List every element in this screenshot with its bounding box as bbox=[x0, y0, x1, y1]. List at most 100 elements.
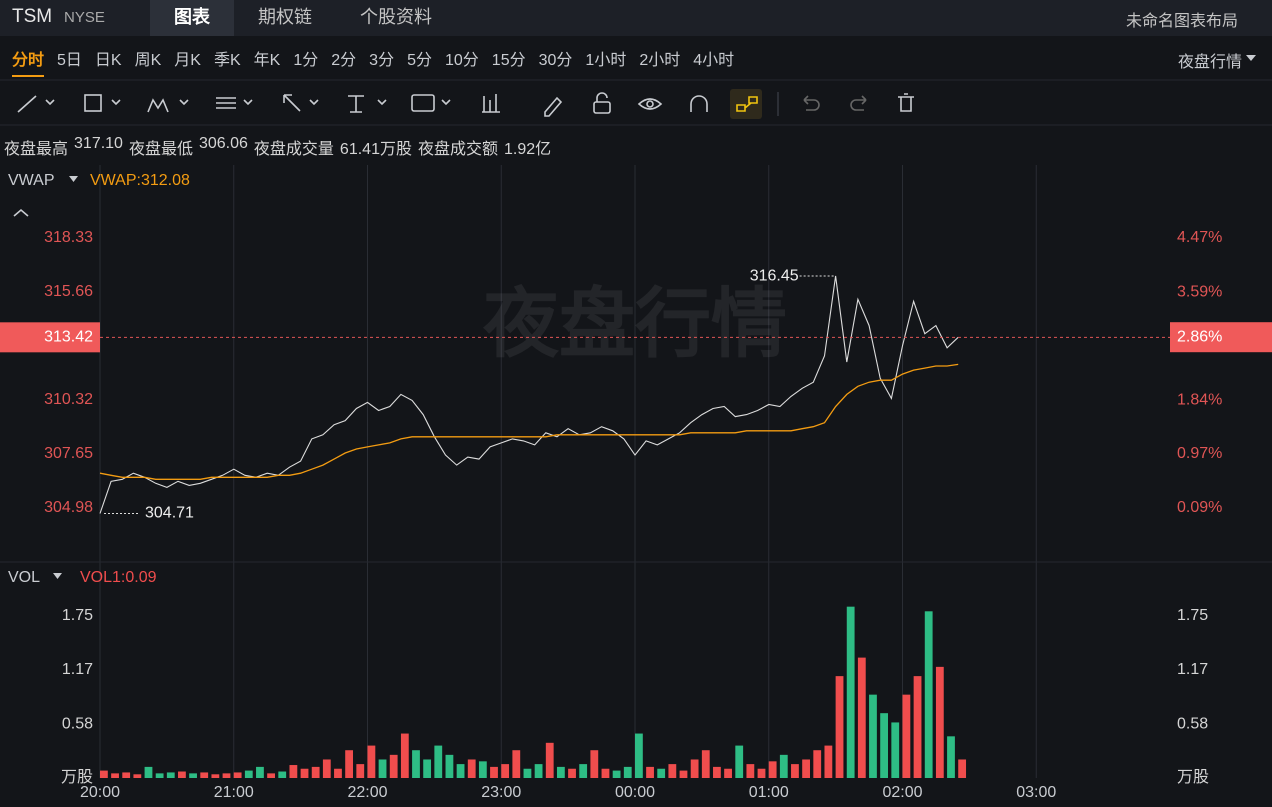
tool-fib[interactable] bbox=[216, 97, 236, 109]
period[interactable]: 10分 bbox=[444, 52, 479, 69]
price-line bbox=[99, 275, 959, 514]
dropdown[interactable] bbox=[1246, 55, 1256, 61]
tab[interactable]: 个股资料 bbox=[360, 7, 432, 27]
tool-rect[interactable] bbox=[84, 94, 102, 112]
tool-text[interactable] bbox=[411, 94, 435, 112]
volume-bar bbox=[334, 768, 342, 778]
tool-lock[interactable] bbox=[593, 101, 611, 114]
y2-tick-label: 1.17 bbox=[1177, 661, 1208, 678]
legend-name: VOL bbox=[8, 569, 40, 586]
period[interactable]: 2分 bbox=[331, 52, 357, 69]
volume-bar bbox=[378, 759, 387, 778]
volume-bar bbox=[545, 742, 554, 778]
dropdown[interactable] bbox=[243, 99, 253, 106]
volume-bar bbox=[267, 773, 275, 778]
dropdown[interactable] bbox=[441, 99, 451, 106]
volume-bar bbox=[467, 759, 476, 778]
volume-bar bbox=[601, 768, 610, 778]
x-tick-label: 22:00 bbox=[347, 784, 387, 801]
tool-eye[interactable] bbox=[637, 98, 663, 110]
volume-bar bbox=[100, 770, 108, 778]
volume-bar bbox=[189, 773, 197, 778]
volume-bar bbox=[668, 764, 677, 778]
tool-pen[interactable] bbox=[544, 96, 563, 117]
volume-bar bbox=[534, 764, 543, 778]
collapse[interactable] bbox=[13, 208, 29, 217]
volume-bar bbox=[166, 772, 175, 778]
tabs: 图表 期权链 个股资料 bbox=[150, 0, 456, 36]
volume-bar bbox=[400, 733, 409, 778]
volume-bar bbox=[779, 754, 788, 778]
volume-bar bbox=[144, 766, 153, 778]
volume-bar bbox=[556, 766, 565, 778]
volume-bar bbox=[635, 733, 643, 778]
tool-delete[interactable] bbox=[898, 93, 914, 112]
unit-label: 万股 bbox=[61, 768, 93, 786]
volume-bar bbox=[880, 713, 889, 778]
tool-magnet[interactable] bbox=[690, 95, 708, 112]
y-tick-label: 1.75 bbox=[62, 607, 93, 624]
tool-link[interactable] bbox=[736, 96, 758, 112]
dropdown[interactable] bbox=[377, 99, 387, 106]
volume-bar bbox=[947, 736, 955, 778]
volume-bar bbox=[735, 745, 744, 778]
layout-menu[interactable]: 未命名图表布局 bbox=[1125, 13, 1238, 30]
volume-bar bbox=[713, 766, 721, 778]
volume-bar bbox=[568, 768, 576, 778]
volume-bar bbox=[746, 764, 755, 778]
change-tag bbox=[1170, 322, 1272, 353]
period[interactable]: 15分 bbox=[491, 52, 526, 69]
period[interactable]: 季K bbox=[213, 52, 241, 69]
tool-wave[interactable] bbox=[147, 98, 169, 113]
volume-bar bbox=[690, 759, 699, 778]
dropdown[interactable] bbox=[179, 99, 189, 106]
y-tick-label: 318.33 bbox=[44, 229, 93, 246]
period[interactable]: 1分 bbox=[293, 52, 319, 69]
volume-bar bbox=[757, 768, 766, 778]
period[interactable]: 5分 bbox=[407, 52, 432, 69]
dropdown[interactable] bbox=[309, 99, 319, 106]
dropdown[interactable] bbox=[45, 99, 55, 106]
volume-bar bbox=[356, 764, 365, 778]
tool-arrow[interactable] bbox=[283, 94, 301, 112]
period[interactable]: 分时 bbox=[12, 46, 45, 77]
dropdown[interactable] bbox=[53, 573, 62, 579]
period[interactable]: 年K bbox=[253, 52, 281, 69]
period[interactable]: 1小时 bbox=[585, 52, 627, 69]
tool-bars[interactable] bbox=[482, 94, 500, 113]
volume-bar bbox=[913, 676, 922, 778]
dropdown[interactable] bbox=[111, 99, 121, 106]
legend-value: VWAP:312.08 bbox=[90, 172, 190, 189]
volume-bar bbox=[389, 754, 398, 778]
x-tick-label: 20:00 bbox=[80, 784, 120, 801]
legend-value: VOL1:0.09 bbox=[80, 569, 157, 586]
y2-tick-label: 1.75 bbox=[1177, 607, 1208, 624]
volume-bar bbox=[456, 764, 465, 778]
session-menu[interactable]: 夜盘行情 bbox=[1177, 54, 1242, 71]
tool-measure[interactable] bbox=[348, 95, 364, 113]
period[interactable]: 3分 bbox=[369, 52, 395, 69]
period[interactable]: 30分 bbox=[538, 52, 573, 69]
tool-eye[interactable] bbox=[646, 100, 654, 108]
x-tick-label: 03:00 bbox=[1016, 784, 1056, 801]
tab[interactable]: 期权链 bbox=[258, 7, 312, 27]
period[interactable]: 周K bbox=[134, 52, 162, 69]
tool-lock[interactable] bbox=[596, 92, 608, 102]
y-tick-label: 304.98 bbox=[44, 499, 93, 516]
tool-line[interactable] bbox=[17, 95, 37, 113]
dropdown[interactable] bbox=[69, 176, 78, 182]
period[interactable]: 5日 bbox=[57, 52, 82, 69]
tab[interactable]: 图表 bbox=[150, 0, 234, 36]
x-tick-label: 00:00 bbox=[615, 784, 655, 801]
volume-bar bbox=[813, 750, 822, 778]
tool-redo[interactable] bbox=[850, 95, 867, 111]
tool-undo[interactable] bbox=[803, 95, 820, 111]
period[interactable]: 4小时 bbox=[693, 52, 735, 69]
volume-bar bbox=[412, 750, 420, 778]
volume-bar bbox=[935, 666, 944, 778]
stat-label: 夜盘最低 bbox=[128, 141, 193, 158]
period[interactable]: 2小时 bbox=[639, 52, 681, 69]
volume-bar bbox=[122, 772, 131, 778]
period[interactable]: 月K bbox=[174, 52, 201, 69]
period[interactable]: 日K bbox=[94, 52, 122, 69]
